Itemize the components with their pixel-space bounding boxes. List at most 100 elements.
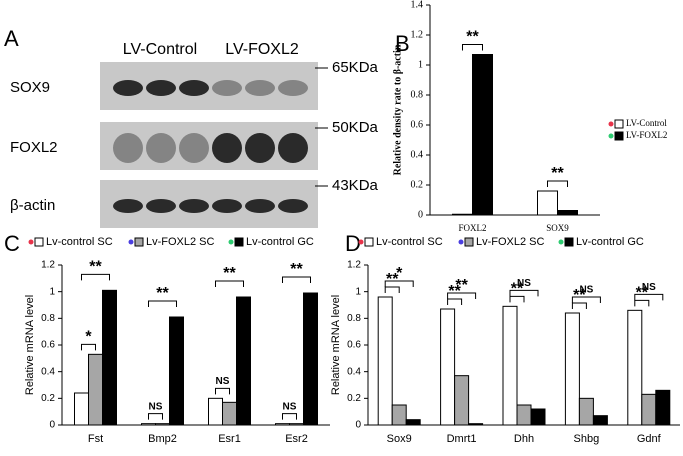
bar bbox=[88, 353, 103, 426]
bracket bbox=[215, 387, 230, 395]
y-tick-label: 0.8 bbox=[347, 313, 361, 324]
blot-band bbox=[113, 199, 143, 213]
y-tick-label: 0.6 bbox=[347, 340, 361, 351]
bar bbox=[208, 397, 223, 426]
legend-swatch bbox=[614, 131, 624, 141]
bracket bbox=[509, 295, 525, 303]
bar bbox=[530, 408, 546, 426]
y-tick-label: 0.8 bbox=[411, 89, 424, 100]
bracket bbox=[282, 276, 311, 283]
bracket bbox=[384, 280, 414, 287]
legend-dot bbox=[608, 121, 614, 127]
blot-band bbox=[278, 80, 308, 96]
legend-swatch bbox=[614, 119, 624, 129]
x-tick-label: Dhh bbox=[514, 433, 534, 445]
x-tick-label: Dmrt1 bbox=[447, 433, 477, 445]
legend-dot bbox=[558, 239, 564, 245]
blot-band bbox=[179, 133, 209, 163]
bar bbox=[155, 423, 170, 426]
bar bbox=[502, 305, 518, 426]
legend-label: Lv-control SC bbox=[376, 236, 443, 248]
bar bbox=[564, 312, 580, 426]
annotation: ** bbox=[223, 265, 236, 282]
bar bbox=[440, 308, 456, 426]
bar bbox=[454, 375, 470, 426]
blot-band bbox=[113, 80, 143, 96]
bar bbox=[468, 423, 484, 426]
bar bbox=[377, 296, 393, 426]
y-tick-label: 0.4 bbox=[411, 149, 424, 160]
y-tick-label: 0 bbox=[49, 420, 55, 431]
y-tick-label: 0.2 bbox=[41, 393, 55, 404]
blot-band bbox=[245, 199, 275, 213]
bar bbox=[578, 397, 594, 426]
bar bbox=[391, 404, 407, 426]
annotation: ** bbox=[551, 165, 564, 182]
y-tick-label: 0.2 bbox=[347, 393, 361, 404]
annotation: ** bbox=[636, 285, 649, 302]
legend-label: Lv-control GC bbox=[246, 236, 314, 248]
blot-band bbox=[179, 80, 209, 96]
y-tick-label: 0 bbox=[355, 420, 361, 431]
blot-band bbox=[146, 80, 176, 96]
y-tick-label: 1.2 bbox=[347, 260, 361, 271]
bracket bbox=[81, 273, 110, 281]
bracket bbox=[571, 302, 587, 309]
annotation: NS bbox=[283, 401, 297, 412]
legend-dot bbox=[28, 239, 34, 245]
legend-dot bbox=[128, 239, 134, 245]
x-tick-label: Gdnf bbox=[637, 433, 662, 445]
legend-swatch bbox=[364, 237, 374, 247]
annotation: ** bbox=[573, 287, 586, 304]
x-tick-label: Fst bbox=[88, 433, 103, 445]
bracket bbox=[447, 292, 477, 299]
annotation: ** bbox=[511, 281, 524, 298]
legend-label: LV-FOXL2 bbox=[626, 130, 667, 140]
bracket bbox=[571, 296, 601, 303]
row-name: β-actin bbox=[10, 197, 55, 214]
annotation: NS bbox=[216, 376, 230, 387]
bar bbox=[141, 423, 156, 426]
blot-band bbox=[212, 80, 242, 96]
y-tick-label: 1 bbox=[418, 59, 423, 70]
row-name: FOXL2 bbox=[10, 139, 58, 156]
bracket bbox=[509, 289, 539, 297]
annotation: ** bbox=[290, 261, 303, 278]
blot-band bbox=[278, 133, 308, 163]
annotation: NS bbox=[517, 278, 531, 289]
bar bbox=[102, 289, 117, 426]
bar bbox=[275, 423, 290, 426]
blot-band bbox=[245, 80, 275, 96]
annotation: ** bbox=[156, 285, 169, 302]
bracket bbox=[81, 343, 96, 351]
legend-dot bbox=[358, 239, 364, 245]
annotation: ** bbox=[455, 277, 468, 294]
bar bbox=[222, 401, 237, 426]
x-tick-label: Shbg bbox=[574, 433, 600, 445]
annotation: ** bbox=[448, 283, 461, 300]
annotation: NS bbox=[642, 282, 656, 293]
x-tick-label: Esr2 bbox=[285, 433, 308, 445]
legend-swatch bbox=[464, 237, 474, 247]
annotation: ** bbox=[89, 259, 102, 276]
bracket bbox=[282, 413, 297, 420]
y-axis-label: Relative density rate to β-actin bbox=[392, 44, 403, 175]
y-tick-label: 0.4 bbox=[347, 366, 361, 377]
bar bbox=[516, 404, 532, 426]
legend-label: LV-Control bbox=[626, 118, 667, 128]
y-tick-label: 1 bbox=[355, 286, 361, 297]
y-tick-label: 0 bbox=[418, 209, 423, 220]
annotation: ** bbox=[466, 29, 479, 46]
bar bbox=[592, 415, 608, 426]
y-tick-label: 0.4 bbox=[41, 366, 55, 377]
x-tick-label: SOX9 bbox=[546, 223, 569, 233]
bracket bbox=[215, 280, 244, 287]
panel-label: A bbox=[4, 26, 19, 51]
bracket bbox=[634, 293, 664, 301]
y-axis-label: Relative mRNA level bbox=[330, 295, 342, 395]
annotation: NS bbox=[149, 401, 163, 412]
legend-label: Lv-FOXL2 SC bbox=[476, 236, 545, 248]
blot-band bbox=[245, 133, 275, 163]
legend-label: Lv-FOXL2 SC bbox=[146, 236, 215, 248]
